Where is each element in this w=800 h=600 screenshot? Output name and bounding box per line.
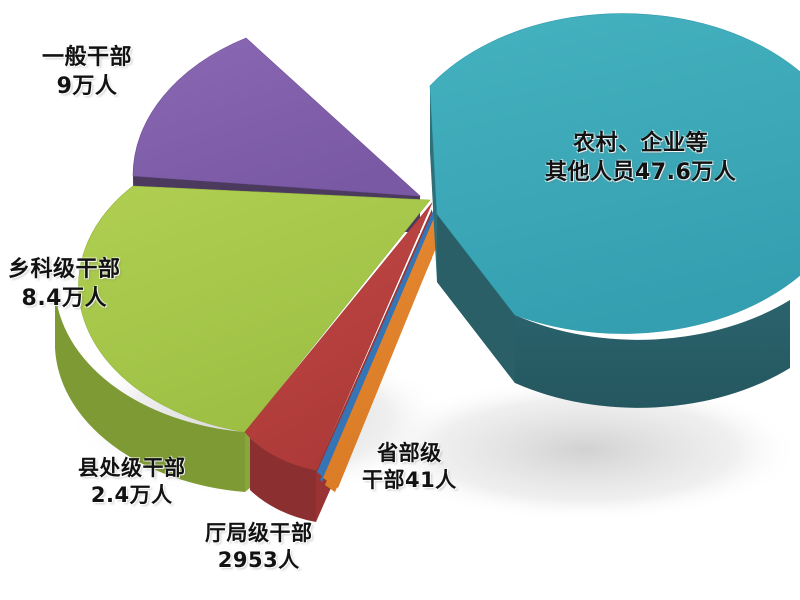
- slice-label-tingju: 厅局级干部 2953人: [205, 520, 313, 575]
- slice-label-general-line1: 一般干部: [42, 45, 133, 70]
- slice-top-shengbu: [323, 204, 452, 488]
- slice-label-shengbu: 省部级 干部41人: [362, 440, 457, 495]
- slice-side-other: [437, 214, 790, 408]
- slice-top-xiangke: [78, 185, 431, 433]
- slice-label-other-line1: 农村、企业等: [573, 131, 709, 156]
- slice-label-general: 一般干部 9万人: [42, 44, 132, 101]
- slice-label-other: 农村、企业等 其他人员47.6万人: [545, 130, 736, 187]
- slice-label-xianchu-line2: 2.4万人: [90, 483, 173, 508]
- pie-shadow-exploded: [370, 378, 800, 522]
- slice-label-xiangke: 乡科级干部 8.4万人: [8, 256, 121, 313]
- slice-label-xianchu-line1: 县处级干部: [78, 456, 186, 480]
- slice-label-shengbu-line2: 干部41人: [362, 468, 457, 493]
- slice-label-tingju-line1: 厅局级干部: [205, 521, 313, 545]
- slice-side-xiangke: [55, 288, 245, 492]
- slice-label-xiangke-line1: 乡科级干部: [8, 257, 121, 282]
- slice-top-other: [429, 13, 800, 334]
- slice-label-xiangke-line2: 8.4万人: [21, 285, 107, 311]
- slice-top-general: [132, 37, 421, 197]
- slice-side-other-cut-upper: [430, 86, 437, 282]
- slice-label-tingju-line2: 2953人: [217, 548, 300, 573]
- slice-top-tingju: [317, 204, 440, 476]
- slice-side-other-cut: [437, 214, 515, 383]
- slice-label-general-line2: 9万人: [56, 73, 118, 99]
- slice-label-shengbu-line1: 省部级: [377, 441, 442, 465]
- slice-top-xianchu: [244, 202, 433, 471]
- slice-side-xianchu: [250, 438, 316, 522]
- slice-label-xianchu: 县处级干部 2.4万人: [78, 455, 186, 510]
- slice-label-other-line2: 其他人员47.6万人: [545, 159, 737, 185]
